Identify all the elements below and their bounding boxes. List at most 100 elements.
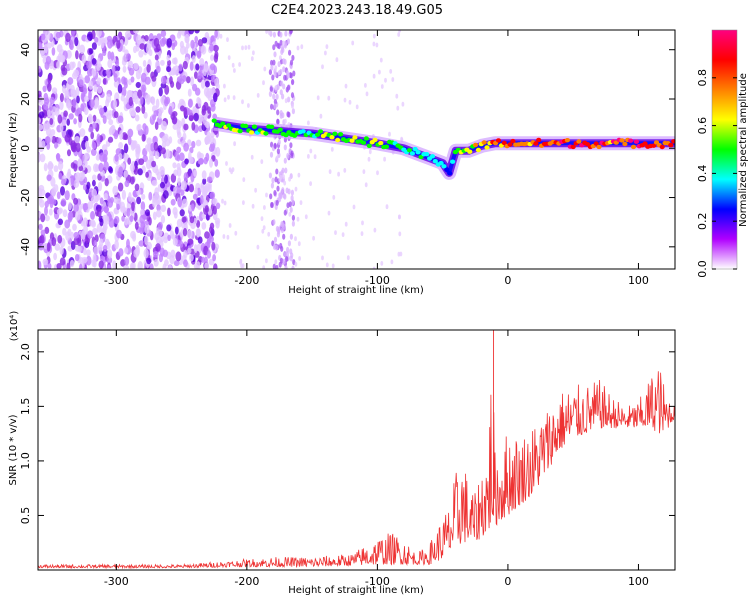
- signal-blob: [338, 132, 344, 137]
- noise-blob: [214, 78, 219, 87]
- noise-blob: [169, 76, 173, 85]
- noise-blob: [172, 162, 177, 169]
- noise-blob: [102, 223, 108, 232]
- noise-blob: [146, 137, 152, 145]
- noise-blob: [262, 265, 266, 269]
- noise-blob: [272, 59, 276, 66]
- noise-blob: [297, 172, 301, 178]
- noise-blob: [165, 149, 171, 159]
- noise-blob: [164, 174, 168, 184]
- x-tick-label: -100: [365, 274, 390, 287]
- noise-blob: [193, 112, 199, 122]
- noise-blob: [145, 94, 151, 103]
- noise-blob: [373, 227, 377, 233]
- noise-blob: [170, 173, 177, 183]
- noise-blob: [160, 82, 167, 89]
- signal-blob: [237, 128, 243, 134]
- noise-blob: [66, 149, 72, 157]
- signal-blob: [472, 142, 479, 148]
- noise-blob: [135, 81, 142, 89]
- signal-blob: [438, 160, 444, 166]
- noise-blob: [38, 65, 42, 73]
- noise-blob: [284, 118, 287, 124]
- noise-blob: [49, 118, 54, 125]
- noise-blob: [179, 209, 185, 217]
- noise-blob: [367, 156, 371, 162]
- noise-blob: [284, 98, 288, 104]
- y-tick-label: -20: [19, 189, 32, 207]
- noise-blob: [169, 254, 175, 265]
- noise-blob: [275, 155, 279, 161]
- noise-blob: [113, 73, 118, 83]
- noise-blob: [43, 92, 49, 102]
- noise-blob: [181, 180, 188, 191]
- noise-blob: [262, 80, 265, 86]
- noise-blob: [58, 172, 63, 180]
- noise-blob: [82, 202, 89, 211]
- noise-blob: [141, 134, 146, 142]
- noise-blob: [215, 202, 221, 210]
- signal-blob: [495, 138, 502, 143]
- noise-blob: [70, 162, 76, 169]
- signal-blob: [415, 150, 421, 155]
- noise-blob: [226, 37, 229, 42]
- noise-blob: [184, 33, 190, 44]
- noise-blob: [76, 95, 80, 104]
- noise-blob: [355, 104, 359, 110]
- noise-blob: [141, 104, 146, 114]
- signal-blob: [668, 142, 674, 148]
- noise-blob: [114, 153, 119, 162]
- noise-blob: [307, 154, 310, 159]
- noise-blob: [164, 97, 169, 107]
- noise-blob: [233, 68, 236, 73]
- spectrogram-frame: [37, 29, 676, 270]
- noise-blob: [279, 31, 283, 38]
- noise-blob: [164, 138, 171, 147]
- noise-blob: [265, 258, 268, 264]
- noise-blob: [227, 94, 230, 100]
- noise-blob: [271, 177, 275, 184]
- noise-blob: [160, 147, 166, 155]
- noise-blob: [197, 114, 204, 125]
- noise-blob: [343, 97, 347, 103]
- noise-blob: [178, 30, 182, 37]
- noise-blob: [68, 201, 72, 211]
- spectrogram-x-label: Height of straight line (km): [288, 285, 424, 296]
- noise-blob: [268, 172, 272, 179]
- x-tick-label: 100: [628, 274, 649, 287]
- noise-blob: [48, 195, 55, 204]
- noise-blob: [162, 263, 167, 269]
- noise-blob: [179, 240, 184, 248]
- noise-blob: [198, 152, 204, 159]
- noise-blob: [214, 169, 220, 178]
- colorbar-ticks: 0.0 0.2 0.4 0.6 0.8: [696, 69, 737, 278]
- noise-blob: [178, 63, 183, 72]
- noise-blob: [152, 197, 157, 208]
- noise-blob: [69, 61, 75, 71]
- noise-blob: [244, 45, 248, 50]
- noise-blob: [113, 131, 119, 140]
- noise-blob: [209, 141, 216, 151]
- noise-blob: [47, 262, 52, 269]
- signal-blob: [564, 138, 571, 143]
- noise-blob: [108, 118, 114, 126]
- noise-blob: [201, 256, 205, 263]
- noise-blob: [214, 158, 219, 167]
- noise-blob: [223, 200, 227, 206]
- noise-blob: [89, 219, 93, 227]
- noise-blob: [137, 123, 142, 131]
- signal-blob: [277, 127, 283, 132]
- noise-blob: [282, 83, 286, 90]
- noise-blob: [178, 98, 185, 106]
- noise-blob: [272, 219, 276, 226]
- noise-blob: [172, 238, 178, 246]
- noise-blob: [341, 232, 345, 238]
- noise-blob: [134, 183, 140, 192]
- noise-blob: [90, 131, 95, 140]
- noise-blob: [188, 156, 194, 165]
- noise-blob: [221, 198, 224, 204]
- noise-blob: [137, 89, 143, 99]
- noise-blob: [38, 260, 42, 269]
- noise-blob: [106, 241, 111, 250]
- noise-blob: [56, 262, 62, 269]
